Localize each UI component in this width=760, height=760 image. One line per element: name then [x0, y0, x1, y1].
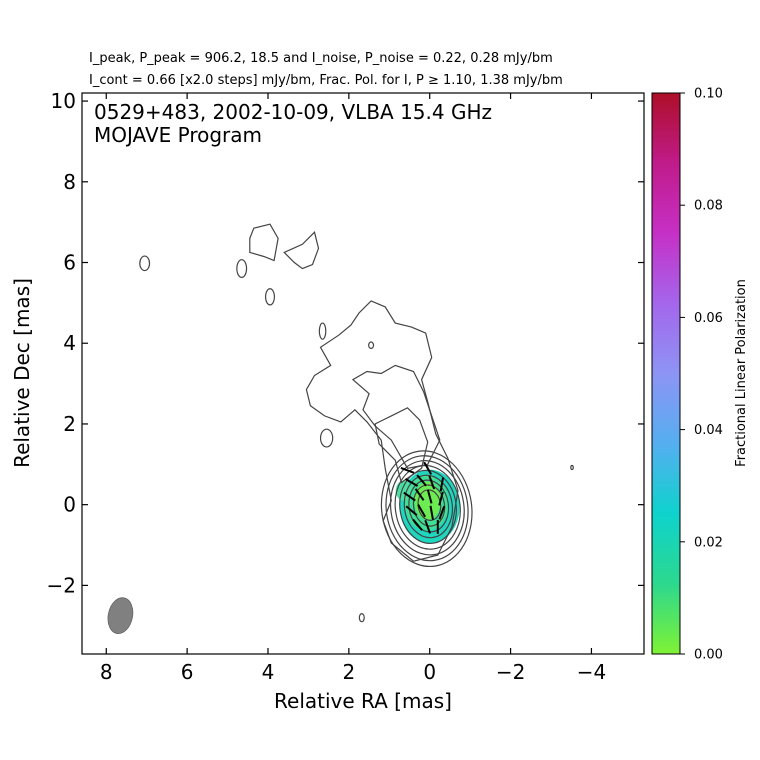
x-tick-label: −4 [577, 660, 606, 684]
contour-island [368, 341, 375, 350]
evpa-tick [400, 467, 415, 474]
evpa-tick [428, 475, 436, 490]
y-tick-label: 6 [63, 251, 76, 275]
beam-ellipse [107, 597, 134, 635]
evpa-tick [424, 519, 432, 534]
evpa-tick [404, 478, 419, 487]
evpa-tick [417, 504, 426, 518]
colorbar-ticks: 0.00 0.02 0.04 0.06 0.08 0.10 [680, 87, 723, 663]
x-tick-label: 4 [262, 660, 275, 684]
evpa-tick [423, 461, 433, 475]
colorbar-tick-label: 0.04 [694, 423, 723, 438]
jet-contour-outer [305, 300, 459, 562]
y-tick-label: 8 [63, 170, 76, 194]
evpa-tick [414, 488, 425, 501]
axes: 8 6 4 2 0 −2 −4 −2 0 2 4 6 8 10 [47, 89, 644, 684]
contour-island [236, 259, 248, 279]
colorbar-tick-label: 0.02 [694, 535, 723, 550]
contour-island [570, 464, 574, 471]
y-tick-label: 4 [63, 331, 76, 355]
contour-island [139, 255, 151, 272]
evpa-tick [416, 474, 427, 487]
evpa-tick [426, 489, 433, 504]
header-line-1: I_peak, P_peak = 906.2, 18.5 and I_noise… [89, 51, 553, 66]
colorbar-tick-label: 0.06 [694, 311, 723, 326]
plot-area [107, 223, 574, 635]
x-tick-label: 6 [181, 660, 194, 684]
y-tick-label: −2 [47, 573, 76, 597]
y-axis-label: Relative Dec [mas] [10, 278, 34, 468]
y-tick-label: 2 [63, 412, 76, 436]
colorbar-tick-label: 0.08 [694, 199, 723, 214]
contour-island [283, 231, 320, 270]
contour-island [264, 288, 276, 306]
x-tick-label: 2 [342, 660, 355, 684]
jet-contour-mid [374, 407, 429, 484]
x-tick-label: −2 [496, 660, 525, 684]
colorbar-label: Fractional Linear Polarization [734, 279, 749, 467]
plot-subtitle: MOJAVE Program [94, 123, 262, 147]
x-tick-label: 0 [423, 660, 436, 684]
evpa-tick [403, 491, 416, 502]
colorbar-tick-label: 0.10 [694, 87, 723, 102]
contour-island [358, 613, 365, 623]
y-tick-label: 10 [51, 89, 76, 113]
header-line-2: I_cont = 0.66 [x2.0 steps] mJy/bm, Frac.… [89, 73, 563, 88]
contour-island [249, 223, 279, 262]
colorbar-tick-label: 0.00 [694, 648, 723, 663]
evpa-tick [405, 505, 418, 516]
x-axis-label: Relative RA [mas] [274, 689, 452, 713]
x-tick-label: 8 [100, 660, 113, 684]
contour-island [318, 322, 327, 340]
evpa-tick [429, 505, 434, 520]
core-contour [403, 474, 454, 539]
evpa-tick [439, 477, 445, 492]
contour-island [319, 428, 334, 448]
plot-frame [81, 92, 645, 655]
evpa-tick [438, 491, 444, 506]
colorbar [651, 92, 681, 655]
plot-title: 0529+483, 2002-10-09, VLBA 15.4 GHz [94, 100, 492, 124]
y-tick-label: 0 [63, 493, 76, 517]
core-contour [385, 455, 469, 562]
evpa-tick [438, 505, 446, 520]
evpa-tick [412, 518, 423, 531]
core-contour [389, 460, 465, 556]
jet-contour-inner [351, 364, 441, 469]
core-contour [380, 450, 473, 568]
